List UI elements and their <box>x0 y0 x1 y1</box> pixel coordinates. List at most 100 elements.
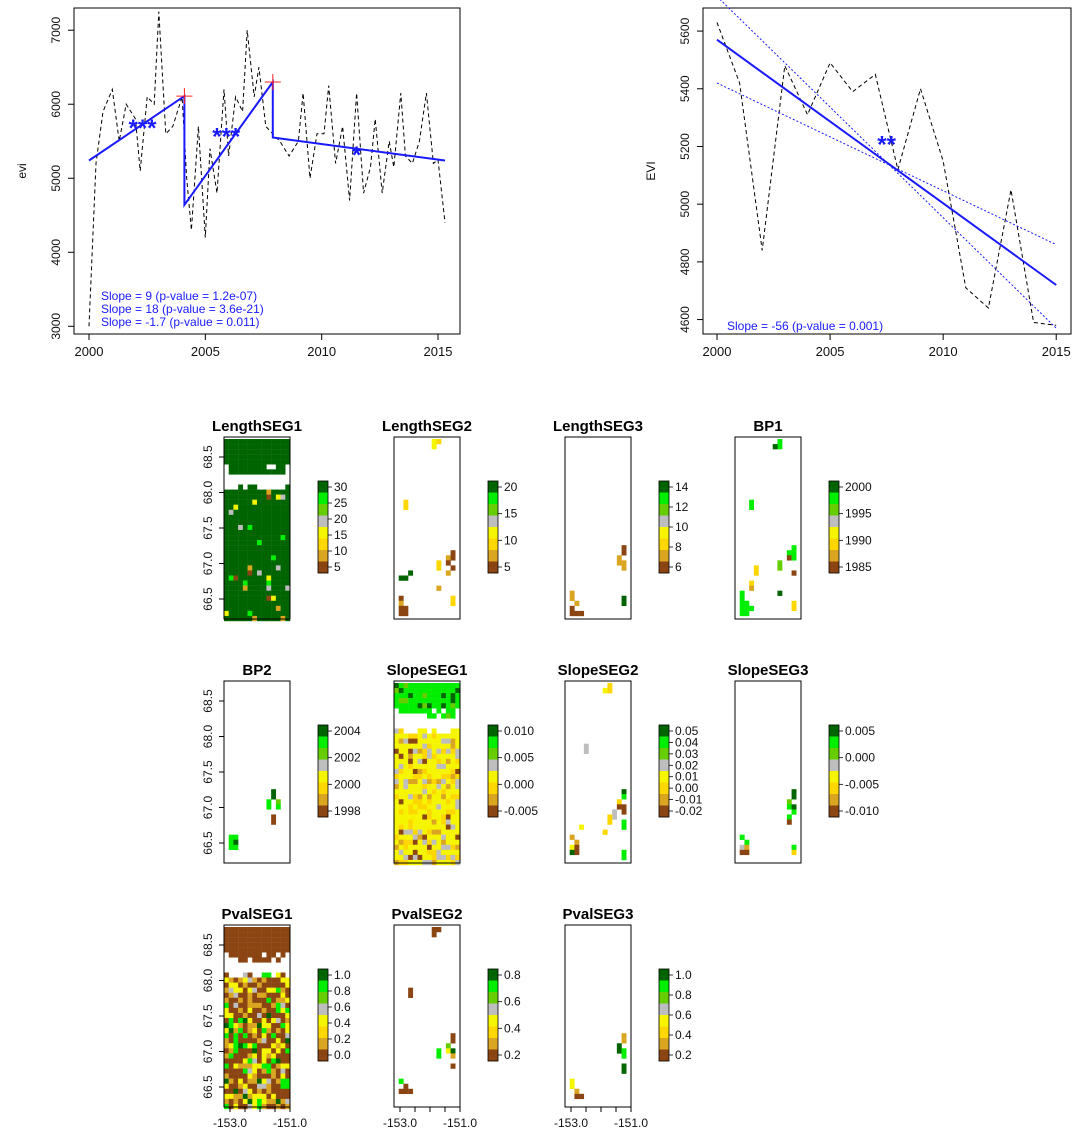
raster-cell <box>417 829 423 835</box>
legend-swatch <box>488 972 498 977</box>
legend-swatch <box>318 751 328 756</box>
raster-cell <box>445 753 451 760</box>
legend-swatch <box>659 1049 669 1054</box>
raster-cell <box>261 555 267 561</box>
raster-cell <box>408 768 414 775</box>
raster-cell <box>280 570 286 576</box>
x-tick-label: 2000 <box>703 344 732 359</box>
legend-swatch <box>488 507 498 512</box>
raster-cell <box>247 1043 253 1049</box>
raster-cell <box>247 982 253 988</box>
raster-cell <box>280 1063 286 1069</box>
raster-cell <box>408 708 414 714</box>
raster-cell <box>441 844 447 851</box>
raster-cell <box>271 1028 277 1034</box>
raster-cell <box>233 444 239 450</box>
raster-cell <box>431 774 437 780</box>
legend-swatch <box>318 771 328 776</box>
raster-cell <box>271 1093 277 1100</box>
raster-cell <box>233 590 239 596</box>
legend-swatch <box>659 523 669 528</box>
raster-cell <box>403 748 409 754</box>
legend-swatch <box>659 484 669 489</box>
raster-cell <box>280 565 286 571</box>
raster-cell <box>257 545 262 551</box>
raster-cell <box>398 688 404 694</box>
raster-cell <box>621 550 627 556</box>
legend-swatch <box>488 492 498 497</box>
legend-swatch <box>659 561 669 566</box>
legend-swatch <box>829 763 839 768</box>
raster-cell <box>431 693 437 699</box>
raster-cell <box>431 768 437 775</box>
raster-cell <box>271 519 277 526</box>
raster-cell <box>233 509 239 516</box>
raster-cell <box>247 1053 253 1059</box>
raster-cell <box>266 570 272 576</box>
raster-cell <box>275 1043 281 1049</box>
map-panel-title: SlopeSEG2 <box>558 662 639 679</box>
raster-cell <box>455 839 461 845</box>
legend-swatch <box>659 1026 669 1031</box>
raster-cell <box>436 708 442 714</box>
raster-cell <box>228 977 234 983</box>
raster-cell <box>621 1068 627 1074</box>
raster-cell <box>261 1023 267 1029</box>
raster-cell <box>285 590 291 596</box>
raster-cell <box>744 844 750 851</box>
raster-cell <box>398 605 404 612</box>
raster-cell <box>455 829 461 835</box>
raster-cell <box>261 1053 267 1059</box>
raster-cell <box>233 1083 239 1089</box>
raster-cell <box>252 942 258 948</box>
raster-cell <box>275 987 281 993</box>
raster-cell <box>445 814 451 820</box>
raster-cell <box>257 932 262 938</box>
raster-cell <box>398 834 404 840</box>
raster-cell <box>233 937 239 943</box>
raster-cell <box>238 947 244 953</box>
raster-cell <box>275 504 281 510</box>
raster-cell <box>257 1093 262 1100</box>
raster-cell <box>394 683 399 689</box>
raster-cell <box>427 748 432 754</box>
raster-cell <box>285 489 291 495</box>
raster-cell <box>450 763 456 770</box>
raster-cell <box>408 693 414 699</box>
raster-cell <box>285 932 291 938</box>
raster-cell <box>455 703 461 709</box>
raster-cell <box>445 763 451 770</box>
legend-swatch <box>659 1015 669 1020</box>
raster-cell <box>616 1043 622 1049</box>
raster-cell <box>450 758 456 765</box>
legend-swatch <box>829 534 839 539</box>
raster-cell <box>233 605 239 612</box>
raster-cell <box>261 590 267 596</box>
legend-swatch <box>318 504 328 509</box>
raster-cell <box>252 1063 258 1069</box>
raster-cell <box>224 1053 229 1059</box>
raster-cell <box>238 535 244 541</box>
legend-swatch <box>318 801 328 806</box>
raster-cell <box>261 1028 267 1034</box>
raster-cell <box>412 688 418 694</box>
raster-cell <box>261 1048 267 1054</box>
raster-cell <box>238 942 244 948</box>
raster-cell <box>233 464 239 470</box>
raster-cell <box>285 1048 291 1054</box>
raster-cell <box>285 565 291 571</box>
raster-cell <box>398 809 404 815</box>
legend-swatch <box>318 786 328 791</box>
legend-swatch <box>829 736 839 741</box>
raster-cell <box>271 997 277 1004</box>
raster-cell <box>252 1043 258 1049</box>
slope-annotation: Slope = 18 (p-value = 3.6e-21) <box>101 302 264 316</box>
raster-cell <box>238 1033 244 1039</box>
raster-cell <box>408 570 414 576</box>
y-axis-label: EVI <box>644 161 658 180</box>
legend-swatch <box>659 527 669 532</box>
raster-cell <box>621 1053 627 1059</box>
raster-cell <box>408 789 414 795</box>
raster-cell <box>749 585 755 591</box>
raster-cell <box>285 977 291 983</box>
